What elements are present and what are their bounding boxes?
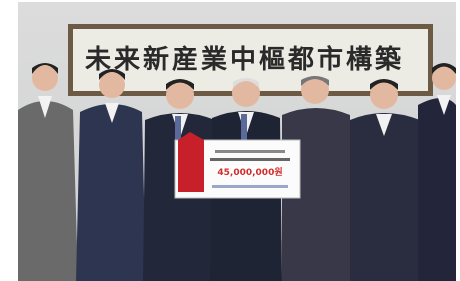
check-emblem: [178, 132, 204, 192]
banner-text: 未来新産業中樞都市構築: [85, 44, 405, 75]
check-board: 45,000,000원: [175, 132, 300, 198]
photo: 未来新産業中樞都市構築 45,000,000원: [0, 0, 460, 281]
page: 未来新産業中樞都市構築 45,000,000원: [0, 0, 460, 281]
check-amount: 45,000,000원: [217, 166, 282, 178]
